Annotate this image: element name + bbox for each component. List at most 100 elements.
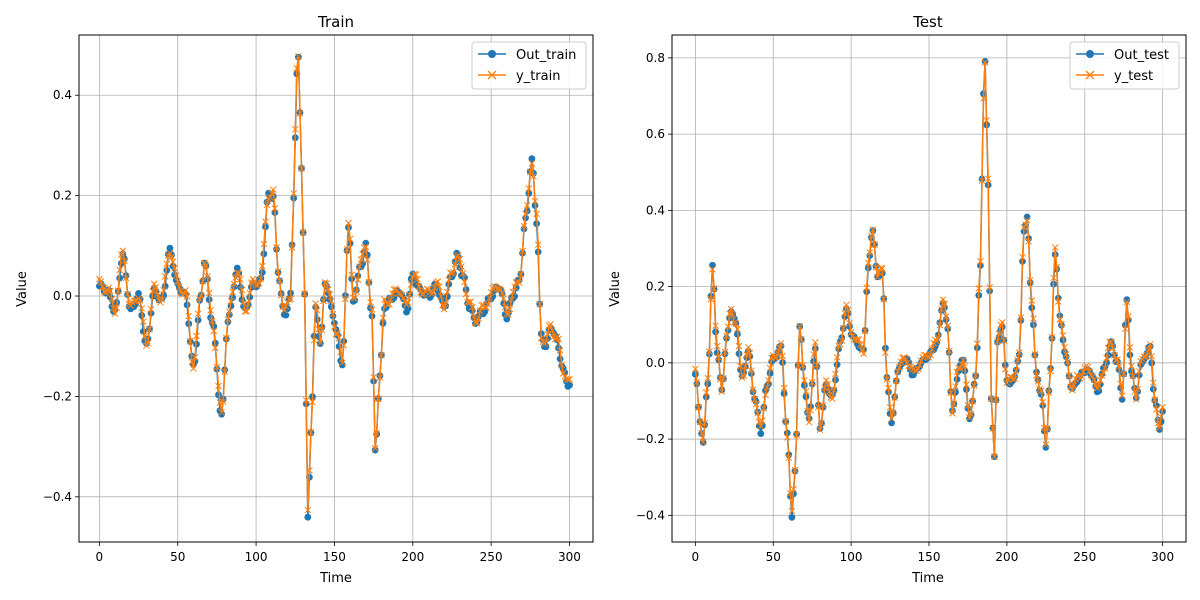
train-y-point: [229, 288, 236, 296]
test-y-point: [877, 264, 885, 272]
train-y-point: [468, 304, 476, 311]
train-y-point: [338, 359, 346, 367]
test-y-point: [927, 351, 934, 359]
test-y-point: [726, 310, 733, 317]
train-y-point: [349, 294, 357, 301]
train-y-point: [503, 310, 511, 318]
train-y-point: [368, 306, 376, 313]
train-y-point: [230, 280, 238, 288]
test-y-point: [952, 383, 959, 390]
train-y-point: [566, 376, 573, 383]
test-y-point: [894, 368, 902, 376]
test-y-point: [1149, 379, 1157, 387]
test-y-point: [758, 417, 766, 425]
train-out-point: [528, 155, 536, 163]
test-y-point: [706, 348, 713, 355]
train-y-point: [365, 278, 373, 286]
train-y-point: [379, 314, 387, 322]
test-y-point: [787, 489, 794, 497]
train-chart-title: Train: [317, 13, 354, 31]
test-y-point: [1053, 263, 1061, 271]
train-y-point: [412, 271, 420, 278]
test-y-point: [938, 306, 945, 313]
test-y-point: [1039, 398, 1047, 406]
test-y-point: [811, 338, 819, 346]
train-y-point: [509, 288, 517, 296]
test-y-point: [1058, 320, 1065, 328]
train-y-point: [241, 307, 249, 315]
train-y-point: [106, 287, 114, 295]
train-y-point: [434, 278, 442, 285]
test-y-point: [833, 353, 841, 361]
test-y-point: [766, 364, 774, 372]
train-y-point: [116, 266, 124, 274]
train-y-point: [442, 300, 450, 308]
train-y-point: [150, 280, 158, 288]
test-y-point: [883, 376, 891, 383]
train-y-point: [439, 302, 446, 309]
test-y-point: [1154, 419, 1162, 427]
train-y-point: [213, 363, 221, 371]
test-y-point: [1047, 367, 1054, 375]
test-y-point: [813, 361, 821, 369]
train-y-point: [351, 294, 359, 302]
train-out-point: [338, 361, 346, 369]
train-y-point: [309, 398, 316, 406]
test-y-point: [1045, 389, 1053, 396]
train-y-point: [271, 204, 279, 212]
test-y-point: [1034, 378, 1042, 385]
test-y-point: [868, 232, 875, 240]
test-panel: 0 50 100 150 200 250 300 −0.4 −0.2 0.0 0.2 0.4 0.6 0…: [608, 13, 1187, 586]
train-y-point: [141, 332, 149, 340]
train-y-point: [450, 268, 457, 276]
test-y-point: [984, 175, 992, 183]
train-y-point: [415, 283, 423, 290]
test-y-point: [1086, 367, 1093, 375]
train-y-point: [138, 304, 146, 312]
train-y-point: [296, 109, 304, 117]
test-y-point: [1070, 381, 1078, 389]
test-y-point: [824, 380, 832, 388]
train-y-point: [168, 253, 175, 261]
train-y-point: [378, 351, 385, 359]
test-x-tick-label: 200: [995, 550, 1018, 564]
test-y-point: [933, 337, 941, 345]
test-y-point: [1017, 314, 1025, 321]
test-y-point: [854, 335, 861, 343]
test-y-point: [780, 384, 788, 392]
test-y-point: [790, 485, 797, 493]
test-y-point: [1048, 333, 1056, 341]
test-y-point: [998, 319, 1006, 326]
train-y-point: [456, 255, 464, 263]
train-out-point: [218, 410, 226, 418]
train-y-point: [246, 289, 254, 297]
train-y-point: [345, 219, 352, 227]
train-y-point: [269, 186, 277, 193]
train-y-point: [302, 396, 310, 404]
test-y-point: [969, 397, 976, 405]
test-y-point: [712, 322, 719, 330]
train-y-point: [443, 288, 451, 296]
test-out-point: [1123, 296, 1131, 304]
test-y-point: [847, 329, 855, 336]
test-y-point: [989, 425, 997, 432]
test-y-point: [966, 414, 973, 421]
test-y-point: [734, 325, 741, 333]
test-y-point: [796, 322, 804, 330]
test-chart-title: Test: [912, 13, 943, 31]
train-legend: Out_train y_train: [471, 41, 587, 90]
train-y-point: [323, 280, 330, 287]
test-y-point: [825, 388, 833, 395]
train-y-point: [486, 294, 493, 302]
train-y-point: [406, 291, 414, 299]
test-x-tick-label: 0: [692, 550, 700, 564]
train-y-point: [182, 287, 189, 294]
test-x-tick-label: 50: [766, 550, 781, 564]
test-y-point: [819, 401, 827, 409]
test-y-point: [875, 269, 883, 276]
test-y-point: [1050, 274, 1057, 282]
test-y-point: [888, 415, 895, 423]
test-y-point: [707, 295, 715, 303]
test-y-point: [829, 395, 836, 402]
test-y-point: [1100, 369, 1107, 377]
